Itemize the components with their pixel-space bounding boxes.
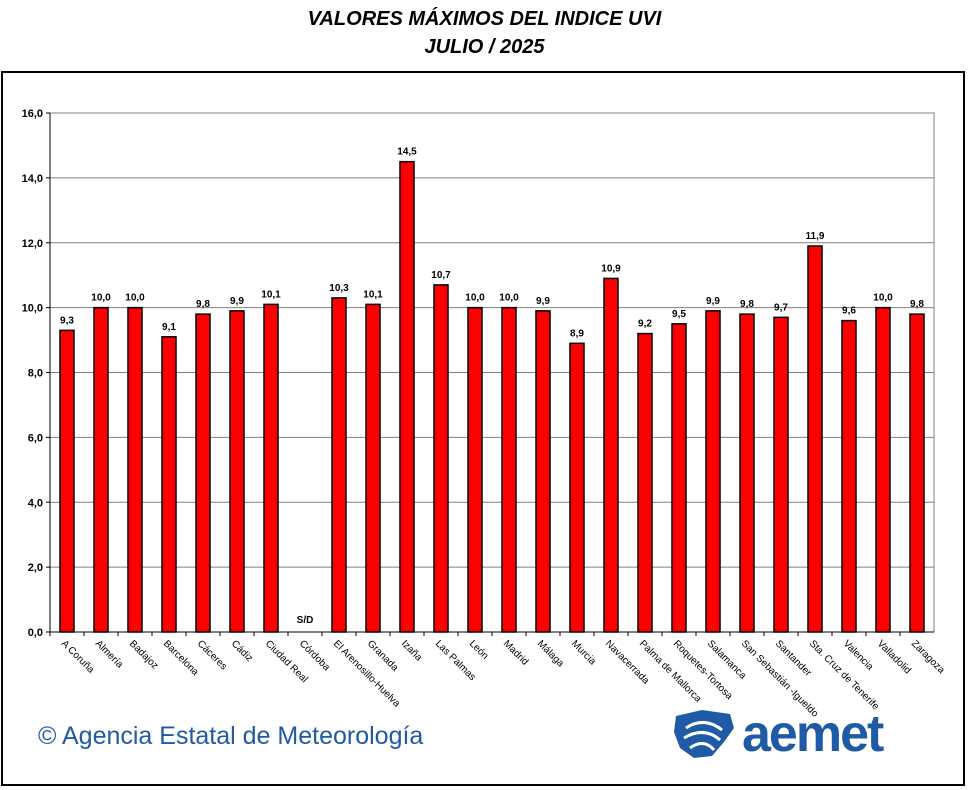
data-label: 9,8 [740, 299, 754, 310]
bar [195, 313, 211, 633]
data-label: 9,9 [536, 296, 550, 307]
x-tick-label: Badajoz [127, 638, 160, 671]
bar [535, 310, 551, 633]
bar [127, 306, 143, 633]
copyright-text: © Agencia Estatal de Meteorología [38, 722, 424, 750]
bar [569, 342, 585, 633]
bar [501, 306, 517, 633]
x-tick-label: Almería [93, 638, 125, 670]
bar [739, 313, 755, 633]
data-label: 9,8 [910, 299, 924, 310]
data-label: 8,9 [570, 328, 584, 339]
bar [807, 245, 823, 633]
bar [603, 277, 619, 633]
aemet-logo-text: aemet [742, 705, 884, 763]
bar [399, 160, 415, 633]
data-label: 10,0 [125, 293, 145, 304]
x-tick-label: Valladolid [875, 638, 913, 676]
data-label: 10,9 [601, 263, 621, 274]
x-tick-label: Sta. Cruz de Tenerife [807, 638, 881, 712]
chart-frame [1, 71, 965, 786]
bar [263, 303, 279, 633]
x-tick-label: Murcia [569, 638, 598, 667]
x-tick-label: Palma de Mallorca [637, 638, 704, 705]
x-tick-label: León [467, 638, 491, 662]
bar [331, 297, 347, 633]
chart-subtitle: JULIO / 2025 [424, 36, 545, 58]
data-label: 10,0 [499, 293, 519, 304]
x-tick-label: Cáceres [195, 638, 229, 672]
data-label: 10,7 [431, 270, 451, 281]
x-tick-label: Roquetes-Tortosa [671, 638, 735, 702]
bar [637, 332, 653, 633]
x-tick-label: El Arenosillo-Huelva [331, 638, 402, 709]
data-label: 9,7 [774, 302, 788, 313]
data-label: 9,3 [60, 315, 74, 326]
bar [875, 306, 891, 633]
y-tick-label: 12,0 [22, 238, 43, 250]
x-tick-label: Madrid [501, 638, 530, 667]
data-label: 9,1 [162, 322, 176, 333]
y-tick-label: 14,0 [22, 173, 43, 185]
bar [671, 323, 687, 633]
y-tick-label: 10,0 [22, 303, 43, 315]
data-label: 9,9 [706, 296, 720, 307]
x-tick-label: Zaragoza [909, 638, 947, 676]
y-tick-label: 0,0 [28, 627, 43, 639]
data-label: 10,0 [873, 293, 893, 304]
data-label: 9,5 [672, 309, 686, 320]
y-tick-label: 16,0 [22, 108, 43, 120]
data-label: 9,9 [230, 296, 244, 307]
chart-title: VALORES MÁXIMOS DEL INDICE UVI [307, 8, 662, 30]
aemet-logo-icon [674, 710, 734, 758]
x-tick-label: Málaga [535, 638, 566, 669]
bar [229, 310, 245, 633]
x-tick-label: Cádiz [229, 638, 255, 664]
data-label: 9,8 [196, 299, 210, 310]
x-tick-label: Barcelona [161, 638, 201, 678]
bar [365, 303, 381, 633]
bar [841, 319, 857, 633]
bar [93, 306, 109, 633]
data-label: 10,0 [91, 293, 111, 304]
bar [773, 316, 789, 633]
data-label: 10,1 [363, 289, 383, 300]
x-tick-label: A Coruña [59, 638, 97, 676]
y-tick-label: 6,0 [28, 432, 43, 444]
bar [909, 313, 925, 633]
y-tick-label: 2,0 [28, 562, 43, 574]
data-label: 11,9 [806, 231, 825, 242]
bar [161, 336, 177, 633]
data-label: 10,1 [261, 289, 281, 300]
data-label: 9,6 [842, 306, 856, 317]
y-tick-label: 4,0 [28, 497, 43, 509]
x-tick-label: Córdoba [297, 638, 332, 673]
data-label: S/D [297, 615, 314, 626]
bar [433, 284, 449, 633]
data-label: 14,5 [397, 147, 417, 158]
y-tick-label: 8,0 [28, 368, 43, 380]
bar [467, 306, 483, 633]
x-tick-label: Valencia [841, 638, 876, 673]
bar [59, 329, 75, 633]
x-tick-label: Izaña [399, 638, 424, 663]
data-label: 10,0 [465, 293, 485, 304]
data-label: 9,2 [638, 319, 652, 330]
data-label: 10,3 [329, 283, 349, 294]
aemet-logo: aemet [672, 705, 884, 763]
bar [705, 310, 721, 633]
